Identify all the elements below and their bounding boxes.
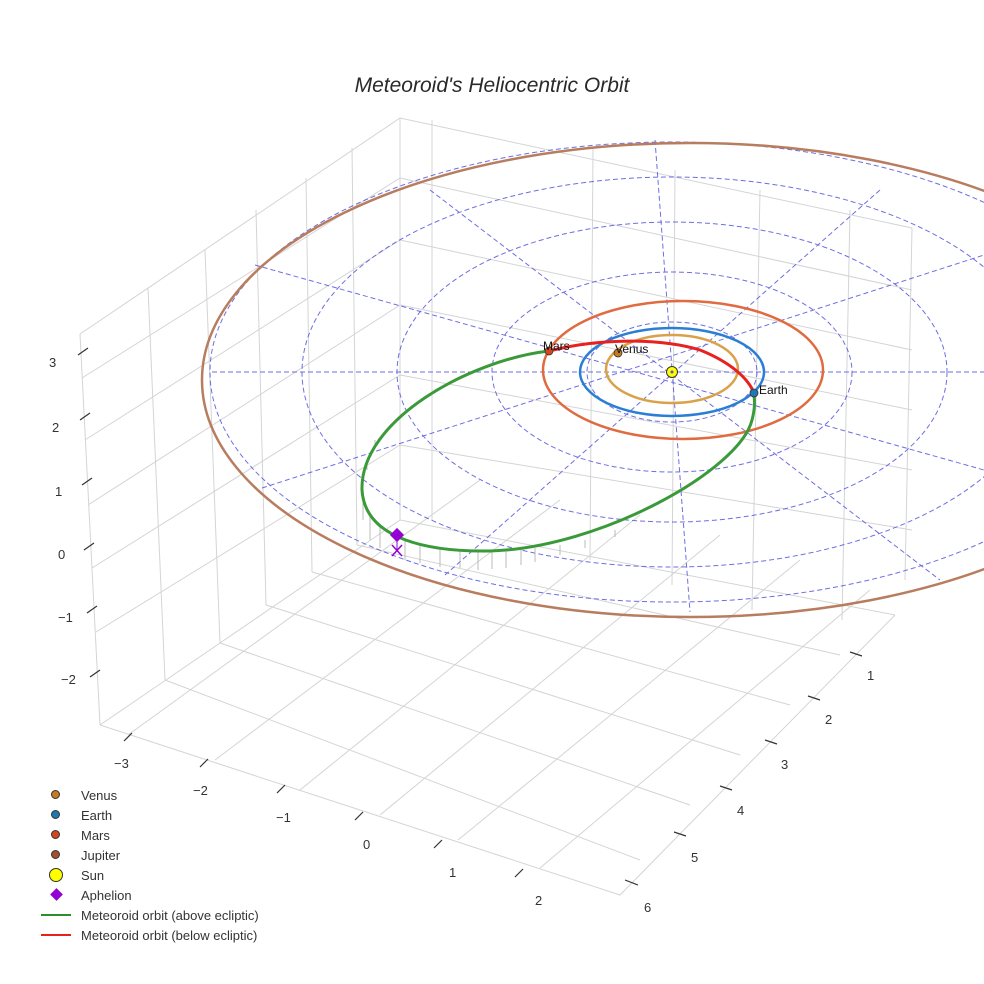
venus-label: Venus: [615, 342, 649, 356]
legend-label: Jupiter: [81, 847, 121, 863]
aphelion-projection-x-icon: [391, 544, 403, 557]
aphelion-marker[interactable]: [389, 527, 405, 543]
legend-label: Meteoroid orbit (above ecliptic): [81, 907, 259, 923]
legend-item-venus[interactable]: Venus: [36, 785, 259, 805]
jupiter-dot-icon: [36, 845, 76, 865]
x-tick-label: −3: [114, 756, 129, 771]
legend: Venus Earth Mars Jupiter Sun Aphelion Me…: [36, 785, 259, 945]
legend-label: Venus: [81, 787, 118, 803]
x-tick-label: −2: [193, 783, 208, 798]
y-tick-label: 4: [737, 803, 745, 818]
y-tick-label: 6: [644, 900, 652, 915]
red-line-icon: [36, 925, 76, 945]
x-tick-label: 2: [535, 893, 543, 908]
green-line-icon: [36, 905, 76, 925]
legend-label: Earth: [81, 807, 113, 823]
z-tick-label: 3: [49, 355, 57, 370]
y-tick-label: 3: [781, 757, 789, 772]
legend-item-earth[interactable]: Earth: [36, 805, 259, 825]
mars-orbit: [541, 299, 825, 441]
legend-item-orbit-below[interactable]: Meteoroid orbit (below ecliptic): [36, 925, 259, 945]
meteoroid-orbit-below: [548, 339, 756, 394]
z-tick-label: −2: [61, 672, 76, 687]
y-tick-label: 5: [691, 850, 699, 865]
tick-marks: [77, 347, 863, 886]
legend-item-orbit-above[interactable]: Meteoroid orbit (above ecliptic): [36, 905, 259, 925]
x-tick-label: 0: [363, 837, 371, 852]
z-tick-label: −1: [58, 610, 73, 625]
mars-marker[interactable]: [544, 346, 554, 356]
legend-label: Mars: [81, 827, 110, 843]
sun-center-dot: [670, 370, 674, 374]
earth-orbit: [578, 326, 766, 418]
y-tick-label: 2: [825, 712, 833, 727]
sun-dot-icon: [36, 865, 76, 885]
legend-item-sun[interactable]: Sun: [36, 865, 259, 885]
legend-item-mars[interactable]: Mars: [36, 825, 259, 845]
drop-lines: [362, 440, 616, 570]
x-tick-label: −1: [276, 810, 291, 825]
legend-item-aphelion[interactable]: Aphelion: [36, 885, 259, 905]
venus-marker[interactable]: [613, 348, 623, 358]
mars-label: Mars: [543, 339, 570, 353]
x-tick-label: 1: [449, 865, 457, 880]
earth-label: Earth: [759, 383, 788, 397]
jupiter-orbit: [200, 141, 984, 619]
earth-dot-icon: [36, 805, 76, 825]
ecliptic-polar-grid: [209, 139, 984, 613]
legend-label: Meteoroid orbit (below ecliptic): [81, 927, 258, 943]
venus-orbit: [604, 333, 740, 405]
legend-label: Sun: [81, 867, 105, 883]
meteoroid-orbit-above: [360, 349, 756, 553]
earth-marker[interactable]: [749, 388, 759, 398]
z-tick-label: 2: [52, 420, 60, 435]
venus-dot-icon: [36, 785, 76, 805]
diamond-icon: [36, 885, 76, 905]
y-tick-label: 1: [867, 668, 875, 683]
mars-dot-icon: [36, 825, 76, 845]
axis-box-grid: [79, 117, 913, 896]
legend-label: Aphelion: [81, 887, 132, 903]
z-tick-label: 0: [58, 547, 66, 562]
chart-title: Meteoroid's Heliocentric Orbit: [354, 74, 630, 97]
legend-item-jupiter[interactable]: Jupiter: [36, 845, 259, 865]
z-tick-label: 1: [55, 484, 63, 499]
